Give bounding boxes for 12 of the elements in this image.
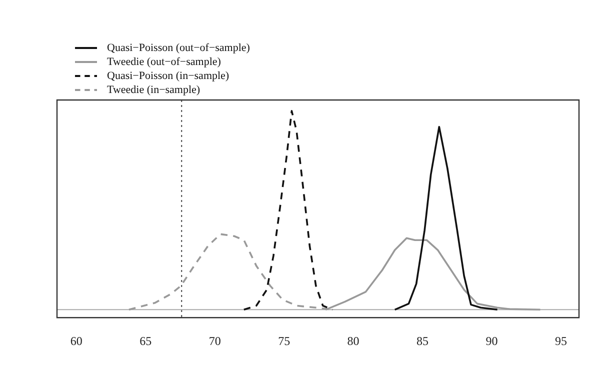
legend-label: Quasi−Poisson (out−of−sample) xyxy=(107,42,250,54)
x-tick-label: 60 xyxy=(70,334,82,348)
x-tick-label: 65 xyxy=(140,334,152,348)
x-tick-label: 80 xyxy=(347,334,360,348)
x-tick-label: 75 xyxy=(278,334,290,348)
legend-label: Tweedie (out−of−sample) xyxy=(107,56,222,68)
x-tick-label: 90 xyxy=(486,334,498,348)
x-tick-label: 70 xyxy=(208,334,221,348)
x-tick-label: 95 xyxy=(555,334,567,348)
legend-label: Quasi−Poisson (in−sample) xyxy=(107,70,230,82)
legend-label: Tweedie (in−sample) xyxy=(107,84,200,96)
x-tick-label: 85 xyxy=(416,334,429,348)
